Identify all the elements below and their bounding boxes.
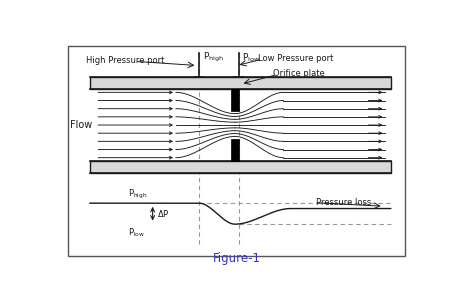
Text: $\mathregular{P_{high}}$: $\mathregular{P_{high}}$: [128, 188, 147, 201]
Text: Orifice plate: Orifice plate: [273, 69, 324, 78]
Bar: [90, 77, 391, 89]
Text: $\mathregular{P_{low}}$: $\mathregular{P_{low}}$: [242, 51, 260, 64]
Text: Figure-1: Figure-1: [213, 251, 261, 265]
Text: High Pressure port: High Pressure port: [86, 56, 165, 65]
Bar: [90, 161, 391, 173]
Text: Flow: Flow: [70, 121, 92, 131]
Text: $\mathregular{P_{high}}$: $\mathregular{P_{high}}$: [203, 51, 224, 64]
Bar: [231, 89, 239, 111]
Text: Pressure loss: Pressure loss: [316, 198, 371, 207]
Text: Low Pressure port: Low Pressure port: [258, 54, 334, 63]
Text: $\mathregular{\Delta P}$: $\mathregular{\Delta P}$: [157, 208, 170, 219]
Bar: [231, 139, 239, 161]
Text: $\mathregular{P_{low}}$: $\mathregular{P_{low}}$: [128, 226, 145, 238]
